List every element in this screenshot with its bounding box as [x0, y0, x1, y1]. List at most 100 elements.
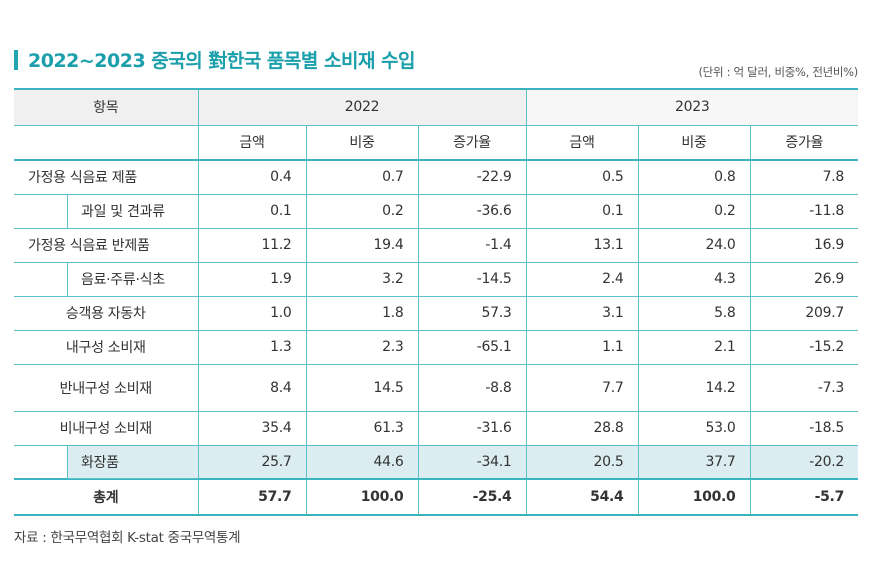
value-cell: 8.4	[198, 363, 307, 412]
page-title: 2022~2023 중국의 對한국 품목별 소비재 수입	[28, 50, 416, 72]
header-item: 항목	[14, 88, 199, 126]
value-cell: -20.2	[750, 444, 859, 480]
value-cell: 209.7	[750, 295, 859, 331]
value-cell: 3.1	[526, 295, 639, 331]
value-cell: 13.1	[526, 227, 639, 263]
value-cell: 0.1	[526, 193, 639, 229]
data-table: 항목 2022 2023 금액 비중 증가율 금액 비중 증가율 가정용 식음료…	[14, 88, 859, 516]
value-cell: -1.4	[418, 227, 527, 263]
table-row: 승객용 자동차 1.0 1.8 57.3 3.1 5.8 209.7	[14, 295, 859, 331]
sub-item-label: 음료·주류·식초	[67, 261, 198, 297]
value-cell: 19.4	[306, 227, 419, 263]
value-cell: 25.7	[198, 444, 307, 480]
row-label: 승객용 자동차	[14, 295, 199, 331]
value-cell: 35.4	[198, 410, 307, 446]
value-cell: -11.8	[750, 193, 859, 229]
value-cell: 57.3	[418, 295, 527, 331]
value-cell: -22.9	[418, 159, 527, 195]
total-value-cell: 100.0	[306, 478, 419, 516]
row-label: 비내구성 소비재	[14, 410, 199, 446]
subheader-cell: 비중	[638, 124, 751, 161]
total-label: 총계	[14, 478, 199, 516]
table-row: 반내구성 소비재 8.4 14.5 -8.8 7.7 14.2 -7.3	[14, 363, 859, 412]
row-label: 가정용 식음료 반제품	[14, 227, 199, 263]
value-cell: 7.8	[750, 159, 859, 195]
table-row: 과일 및 견과류 0.1 0.2 -36.6 0.1 0.2 -11.8	[14, 193, 859, 229]
value-cell: -7.3	[750, 363, 859, 412]
row-label: 화장품	[14, 444, 199, 479]
value-cell: 1.0	[198, 295, 307, 331]
table-row: 내구성 소비재 1.3 2.3 -65.1 1.1 2.1 -15.2	[14, 329, 859, 365]
value-cell: 61.3	[306, 410, 419, 446]
value-cell: 16.9	[750, 227, 859, 263]
row-label: 가정용 식음료 제품	[14, 159, 199, 195]
row-label: 과일 및 견과류	[14, 193, 199, 229]
value-cell: -34.1	[418, 444, 527, 480]
value-cell: 44.6	[306, 444, 419, 480]
header-year-2023: 2023	[526, 88, 859, 126]
value-cell: 11.2	[198, 227, 307, 263]
value-cell: 0.2	[306, 193, 419, 229]
subheader-cell: 금액	[526, 124, 639, 161]
value-cell: 14.5	[306, 363, 419, 412]
value-cell: 20.5	[526, 444, 639, 480]
value-cell: 53.0	[638, 410, 751, 446]
subheader-cell: 증가율	[750, 124, 859, 161]
row-label: 음료·주류·식초	[14, 261, 199, 297]
value-cell: 7.7	[526, 363, 639, 412]
title-accent-bar	[14, 50, 18, 70]
total-row: 총계 57.7 100.0 -25.4 54.4 100.0 -5.7	[14, 478, 859, 516]
value-cell: 2.3	[306, 329, 419, 365]
table-row: 가정용 식음료 제품 0.4 0.7 -22.9 0.5 0.8 7.8	[14, 159, 859, 195]
sub-item-label: 과일 및 견과류	[67, 193, 198, 229]
value-cell: 1.9	[198, 261, 307, 297]
value-cell: 0.8	[638, 159, 751, 195]
subheader-cell: 증가율	[418, 124, 527, 161]
value-cell: 1.8	[306, 295, 419, 331]
value-cell: 1.3	[198, 329, 307, 365]
total-value-cell: -25.4	[418, 478, 527, 516]
total-value-cell: 54.4	[526, 478, 639, 516]
table-row: 음료·주류·식초 1.9 3.2 -14.5 2.4 4.3 26.9	[14, 261, 859, 297]
total-value-cell: -5.7	[750, 478, 859, 516]
table-row: 가정용 식음료 반제품 11.2 19.4 -1.4 13.1 24.0 16.9	[14, 227, 859, 263]
total-value-cell: 57.7	[198, 478, 307, 516]
value-cell: -8.8	[418, 363, 527, 412]
value-cell: 0.1	[198, 193, 307, 229]
value-cell: 14.2	[638, 363, 751, 412]
row-label: 반내구성 소비재	[14, 363, 199, 412]
value-cell: 24.0	[638, 227, 751, 263]
value-cell: -31.6	[418, 410, 527, 446]
value-cell: 28.8	[526, 410, 639, 446]
value-cell: 37.7	[638, 444, 751, 480]
value-cell: 26.9	[750, 261, 859, 297]
value-cell: 0.5	[526, 159, 639, 195]
row-label: 내구성 소비재	[14, 329, 199, 365]
unit-note: (단위 : 억 달러, 비중%, 전년비%)	[698, 65, 859, 79]
value-cell: -18.5	[750, 410, 859, 446]
table-row: 화장품 25.7 44.6 -34.1 20.5 37.7 -20.2	[14, 444, 859, 480]
header-row: 항목 2022 2023	[14, 88, 859, 126]
subheader-cell: 금액	[198, 124, 307, 161]
value-cell: 0.2	[638, 193, 751, 229]
value-cell: 2.4	[526, 261, 639, 297]
total-value-cell: 100.0	[638, 478, 751, 516]
subheader-empty	[14, 124, 199, 161]
value-cell: -65.1	[418, 329, 527, 365]
source-note: 자료 : 한국무역협회 K-stat 중국무역통계	[14, 530, 241, 546]
value-cell: 0.7	[306, 159, 419, 195]
value-cell: 1.1	[526, 329, 639, 365]
value-cell: 5.8	[638, 295, 751, 331]
value-cell: 2.1	[638, 329, 751, 365]
value-cell: 0.4	[198, 159, 307, 195]
value-cell: 4.3	[638, 261, 751, 297]
sub-item-label: 화장품	[67, 444, 198, 479]
value-cell: -14.5	[418, 261, 527, 297]
value-cell: -15.2	[750, 329, 859, 365]
header-year-2022: 2022	[198, 88, 527, 126]
value-cell: 3.2	[306, 261, 419, 297]
table-row: 비내구성 소비재 35.4 61.3 -31.6 28.8 53.0 -18.5	[14, 410, 859, 446]
value-cell: -36.6	[418, 193, 527, 229]
subheader-cell: 비중	[306, 124, 419, 161]
subheader-row: 금액 비중 증가율 금액 비중 증가율	[14, 124, 859, 161]
